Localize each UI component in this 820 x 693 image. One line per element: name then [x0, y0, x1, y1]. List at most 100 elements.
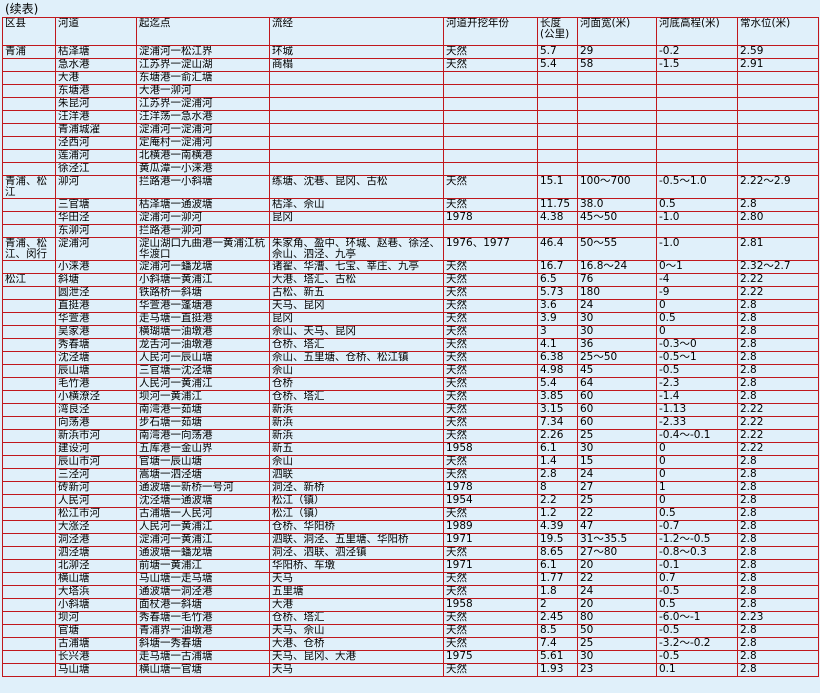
cell-start-end: 江苏界一淀浦河 [136, 97, 270, 111]
cell-county [2, 351, 56, 365]
cell-year [443, 162, 538, 176]
cell-start-end: 通波塘一新桥一号河 [136, 481, 270, 495]
cell-flows-through: 昆冈 [269, 312, 444, 326]
cell-year: 天然 [443, 429, 538, 443]
table-row: 小斜塘 面杖港一斜塘 大港 1958 2 20 0.5 2.8 [2, 598, 819, 612]
cell-river: 坝河 [55, 611, 137, 625]
cell-length: 8 [537, 481, 578, 495]
header-river: 河道 [55, 17, 137, 46]
cell-flows-through [269, 71, 444, 85]
cell-year: 1954 [443, 494, 538, 508]
cell-county [2, 58, 56, 72]
cell-year: 天然 [443, 198, 538, 212]
cell-width: 60 [577, 390, 657, 404]
cell-river: 北泖泾 [55, 559, 137, 573]
cell-flows-through [269, 123, 444, 137]
table-row: 青浦、松江、闵行 淀浦河 淀山湖口九曲港一黄浦江杭华渡口 朱家角、盈中、环城、赵巷、徐… [2, 237, 819, 261]
cell-start-end: 南湾港一茹塘 [136, 403, 270, 417]
cell-flows-through: 新浜 [269, 403, 444, 417]
cell-start-end: 沈泾塘一通波塘 [136, 494, 270, 508]
cell-county [2, 455, 56, 469]
cell-year: 1971 [443, 533, 538, 547]
cell-river: 青浦城濯 [55, 123, 137, 137]
cell-bed-elevation: 0 [656, 442, 738, 456]
table-row: 三泾河 嵩塘一泗泾塘 泗联 天然 2.8 24 0 2.8 [2, 468, 819, 482]
cell-start-end: 横山塘一官塘 [136, 663, 270, 677]
cell-water-level: 2.8 [737, 598, 819, 612]
cell-river: 沈泾塘 [55, 351, 137, 365]
cell-river: 淀浦河 [55, 237, 137, 261]
table-row: 青浦、松江 泖河 拦路港一小斜塘 练塘、沈巷、昆冈、古松 天然 15.1 100～700 -0… [2, 175, 819, 199]
cell-water-level [737, 84, 819, 98]
cell-flows-through: 洞泾、新桥 [269, 481, 444, 495]
cell-year [443, 97, 538, 111]
table-row: 华田泾 淀浦河一泖河 昆冈 1978 4.38 45～50 -1.0 2.80 [2, 211, 819, 225]
cell-bed-elevation: -1.5 [656, 58, 738, 72]
cell-bed-elevation [656, 84, 738, 98]
cell-length [537, 123, 578, 137]
cell-river: 小横潦泾 [55, 390, 137, 404]
cell-length: 2.2 [537, 494, 578, 508]
cell-bed-elevation: -1.4 [656, 390, 738, 404]
cell-river: 直挺港 [55, 299, 137, 313]
cell-bed-elevation: -1.13 [656, 403, 738, 417]
cell-bed-elevation: -0.7 [656, 520, 738, 534]
cell-county [2, 123, 56, 137]
cell-year: 天然 [443, 312, 538, 326]
cell-year: 天然 [443, 273, 538, 287]
cell-year: 天然 [443, 611, 538, 625]
cell-bed-elevation [656, 149, 738, 163]
header-start-end: 起迄点 [136, 17, 270, 46]
cell-year: 1978 [443, 481, 538, 495]
cell-start-end: 走马塘一古浦塘 [136, 650, 270, 664]
cell-start-end: 黄瓜潭一小涞港 [136, 162, 270, 176]
cell-flows-through: 大港 [269, 598, 444, 612]
cell-bed-elevation: -0.5～1 [656, 351, 738, 365]
cell-width: 30 [577, 312, 657, 326]
cell-county [2, 442, 56, 456]
cell-water-level: 2.8 [737, 572, 819, 586]
river-data-table: 区县 河道 起迄点 流经 河道开挖年份 长度(公里) 河面宽(米) 河底高程(米… [2, 17, 819, 677]
cell-flows-through: 松江（镇） [269, 494, 444, 508]
cell-river: 秀春塘 [55, 338, 137, 352]
cell-width: 30 [577, 442, 657, 456]
cell-river: 长兴港 [55, 650, 137, 664]
cell-flows-through: 新浜 [269, 429, 444, 443]
cell-width: 24 [577, 468, 657, 482]
cell-river: 莲浦河 [55, 149, 137, 163]
cell-water-level [737, 123, 819, 137]
cell-bed-elevation: 0 [656, 468, 738, 482]
table-row: 三官塘 枯泽塘一通波塘 枯泽、佘山 天然 11.75 38.0 0.5 2.8 [2, 198, 819, 212]
cell-year: 天然 [443, 58, 538, 72]
cell-water-level: 2.91 [737, 58, 819, 72]
table-row: 小涞港 淀浦河一蟠龙塘 诸翟、华漕、七宝、莘庄、九亭 天然 16.7 16.8～24 0～1… [2, 260, 819, 274]
cell-river: 官塘 [55, 624, 137, 638]
cell-start-end: 定庵村一淀浦河 [136, 136, 270, 150]
cell-river: 朱昆河 [55, 97, 137, 111]
table-row: 人民河 沈泾塘一通波塘 松江（镇） 1954 2.2 25 0 2.8 [2, 494, 819, 508]
cell-county [2, 481, 56, 495]
cell-river: 斜塘 [55, 273, 137, 287]
header-normal-water-level: 常水位(米) [737, 17, 819, 46]
cell-county [2, 198, 56, 212]
cell-county: 青浦、松江、闵行 [2, 237, 56, 261]
cell-flows-through: 昆冈 [269, 211, 444, 225]
cell-county [2, 71, 56, 85]
table-row: 汪洋港 汪洋荡一急水港 [2, 110, 819, 124]
cell-year: 天然 [443, 455, 538, 469]
cell-flows-through [269, 136, 444, 150]
cell-year: 天然 [443, 468, 538, 482]
cell-year: 1989 [443, 520, 538, 534]
cell-water-level [737, 71, 819, 85]
cell-year: 天然 [443, 364, 538, 378]
cell-river: 小涞港 [55, 260, 137, 274]
cell-county [2, 637, 56, 651]
table-row: 马山塘 横山塘一官塘 天马 天然 1.93 23 0.1 2.8 [2, 663, 819, 677]
cell-start-end: 铁路桥一斜塘 [136, 286, 270, 300]
cell-length: 1.4 [537, 455, 578, 469]
cell-county [2, 468, 56, 482]
cell-length: 3.15 [537, 403, 578, 417]
cell-width: 60 [577, 416, 657, 430]
cell-width: 25 [577, 637, 657, 651]
cell-width: 25 [577, 494, 657, 508]
